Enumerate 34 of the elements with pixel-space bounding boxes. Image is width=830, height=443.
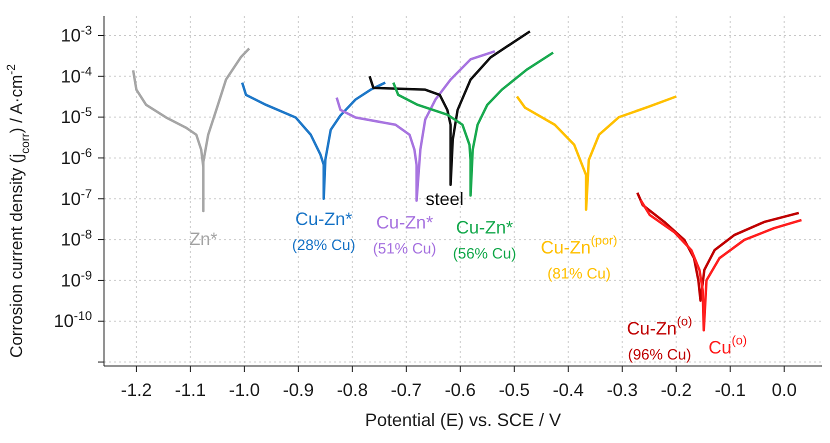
x-tick-label: -0.4 [552,380,584,400]
x-tick-label: -1.2 [120,380,152,400]
x-axis-title: Potential (E) vs. SCE / V [364,410,562,430]
series-label: steel [426,188,464,209]
x-tick-label: -0.1 [714,380,746,400]
x-tick-label: -1.1 [174,380,206,400]
y-tick-label: 10$^{-3}$ [60,23,92,46]
series-label: Cu-Zn* (28% Cu) [292,208,356,254]
series-label: Cu-Zn* (51% Cu) [372,212,436,258]
x-tick-label: -0.5 [498,380,530,400]
line-series [240,81,387,200]
series-label: Cu$^{(o)}$ [708,333,747,358]
x-tick-label: -0.7 [390,380,422,400]
y-tick-label: 10$^{-10}$ [54,309,92,332]
y-tick-label: 10$^{-9}$ [60,268,92,290]
line-series [132,47,250,212]
y-tick-label: 10$^{-8}$ [60,228,92,250]
x-tick-label: -0.8 [336,380,368,400]
y-tick-label: 10$^{-6}$ [60,146,92,168]
series-label: Cu-Zn* (56% Cu) [452,218,516,262]
x-tick-label: -0.9 [282,380,314,400]
y-tick-label: 10$^{-5}$ [60,105,92,128]
x-tick-label: -0.6 [444,380,476,400]
series-label: Zn* [189,229,218,250]
x-tick-label: -1.0 [228,380,260,400]
y-tick-label: 10$^{-7}$ [60,186,92,209]
line-series [368,30,532,186]
x-tick-label: 0.0 [772,380,797,400]
text: Cu-Zn$^{(por)}$ (81% Cu) [540,234,618,282]
line-series [516,95,678,211]
x-tick-label: -0.3 [606,380,638,400]
text: Cu-Zn$^{(o)}$ (96% Cu) [626,314,692,364]
x-tick-label: -0.2 [660,380,692,400]
y-tick-label: 10$^{-4}$ [60,64,92,86]
